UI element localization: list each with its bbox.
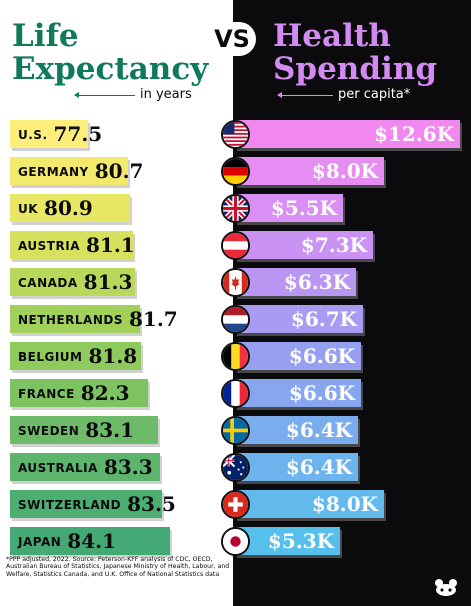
austria-flag-icon [221,231,250,260]
life-expectancy-value: 81.3 [83,270,133,294]
life-expectancy-subtitle: in years [140,87,192,102]
life-expectancy-bar [10,157,128,185]
title-line: Expectancy [12,51,209,87]
life-expectancy-value: 80.7 [94,159,144,183]
health-spending-bar [235,268,356,296]
health-spending-bar [235,194,343,222]
australia-flag-icon [221,453,250,482]
brand-logo-icon [435,579,457,596]
health-spending-value: $6.7K [290,307,357,331]
vs-badge: VS [208,22,256,56]
life-expectancy-value: 80.9 [44,196,93,220]
right-arrow-icon [277,92,333,98]
life-expectancy-bar [10,416,158,444]
health-spending-bar [235,379,361,407]
country-label: U.S. [18,128,48,142]
health-spending-value: $6.6K [288,344,355,368]
health-spending-value: $6.4K [285,418,352,442]
country-label: CANADA [18,276,78,290]
health-spending-bar [235,453,358,481]
left-arrow-icon [74,92,135,98]
life-expectancy-bar [10,231,133,259]
country-label: SWITZERLAND [18,498,122,512]
country-label: BELGIUM [18,350,83,364]
title-line: Spending [273,51,437,87]
country-label: NETHERLANDS [18,313,123,327]
health-spending-value: $6.4K [285,455,352,479]
health-spending-value: $5.3K [267,529,334,553]
belgium-flag-icon [221,342,250,371]
health-spending-value: $7.3K [300,233,367,257]
health-spending-value: $8.0K [311,492,378,516]
life-expectancy-value: 83.5 [127,492,176,516]
country-label: UK [18,202,39,216]
health-spending-value: $6.3K [283,270,350,294]
life-expectancy-title: Life Expectancy [12,20,208,86]
life-expectancy-value: 81.8 [88,344,138,368]
life-expectancy-bar [10,342,141,370]
canada-flag-icon [221,268,250,297]
life-expectancy-bar [10,490,162,518]
health-spending-bar [235,527,340,555]
health-spending-subtitle: per capita* [338,87,411,102]
life-expectancy-bar [10,379,148,407]
life-expectancy-value: 83.1 [85,418,134,442]
health-spending-bar [235,490,384,518]
life-expectancy-bar [10,194,130,222]
health-spending-title: Health Spending [273,20,437,86]
country-label: FRANCE [18,387,75,401]
health-spending-bar [235,342,361,370]
health-spending-value: $6.6K [288,381,355,405]
us-flag-icon [221,120,250,149]
life-expectancy-bar [10,527,170,555]
health-spending-value: $12.6K [373,122,454,146]
source-footnote: *PPP adjusted, 2022. Source: Peterson-KF… [6,556,230,578]
health-spending-bar [235,305,363,333]
life-expectancy-value: 77.5 [53,122,103,146]
health-spending-bar [235,157,384,185]
country-label: GERMANY [18,165,89,179]
health-spending-value: $8.0K [311,159,378,183]
country-label: AUSTRALIA [18,461,98,475]
france-flag-icon [221,379,250,408]
netherlands-flag-icon [221,305,250,334]
life-expectancy-bar [10,305,140,333]
country-label: SWEDEN [18,424,80,438]
life-expectancy-bar [10,453,160,481]
life-expectancy-bar [10,268,135,296]
life-expectancy-bar [10,120,88,148]
country-label: JAPAN [18,535,62,549]
health-spending-bar [235,231,373,259]
health-spending-value: $5.5K [270,196,337,220]
uk-flag-icon [221,194,250,223]
life-expectancy-value: 81.1 [85,233,135,257]
life-expectancy-value: 84.1 [67,529,116,553]
life-expectancy-value: 82.3 [80,381,130,405]
sweden-flag-icon [221,416,250,445]
title-line: Health [273,18,391,54]
switzerland-flag-icon [221,490,250,519]
health-spending-bar [235,416,358,444]
japan-flag-icon [221,527,250,556]
title-line: Life [12,18,79,54]
life-expectancy-value: 81.7 [129,307,178,331]
health-spending-bar [235,120,460,148]
life-expectancy-value: 83.3 [103,455,153,479]
germany-flag-icon [221,157,250,186]
country-label: AUSTRIA [18,239,80,253]
